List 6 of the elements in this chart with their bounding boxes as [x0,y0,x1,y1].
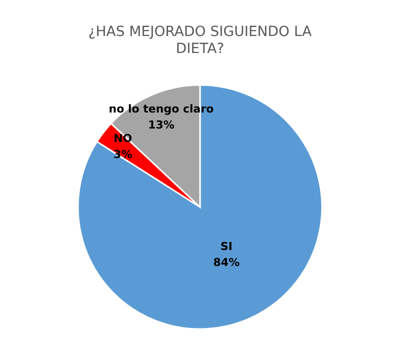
data-label: 84% [213,256,240,270]
slice-label: no lo tengo claro [108,102,214,116]
chart-title: ¿HAS MEJORADO SIGUIENDO LA DIETA? [88,24,312,57]
pie-slice [77,84,323,330]
slice-label: SI [220,240,232,254]
data-label: 13% [148,118,174,132]
